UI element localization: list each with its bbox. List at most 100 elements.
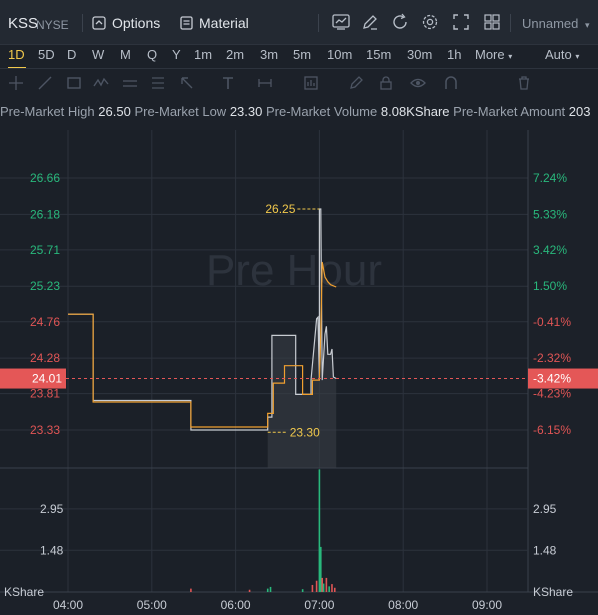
options-label: Options (112, 15, 161, 31)
percent-tick-label: 7.24% (533, 171, 567, 185)
plot-area (0, 130, 528, 592)
settings-gear-icon[interactable] (420, 12, 440, 32)
volume-bar (269, 586, 272, 592)
price-tick-label: 25.23 (30, 279, 60, 293)
pm-volume-label: Pre-Market Volume (265, 104, 378, 119)
measure-tool-icon[interactable] (257, 75, 273, 91)
timeframe-30m[interactable]: 30m (407, 47, 433, 62)
auto-scale-button[interactable]: Auto ▾ (545, 47, 579, 62)
price-tick-label: 26.66 (30, 171, 60, 185)
volume-tick-label: 2.95 (40, 502, 64, 516)
options-icon (92, 16, 106, 30)
options-button[interactable]: Options (92, 14, 160, 32)
volume-bar (248, 589, 251, 592)
drawing-tools-bar (0, 70, 598, 96)
top-toolbar: KSS NYSE Options Material Unnamed ▾ (0, 0, 598, 45)
volume-bar (266, 588, 269, 592)
low-annotation-label: 23.30 (290, 425, 320, 439)
chart-type-icon[interactable] (331, 12, 351, 32)
percent-tick-label: -0.41% (533, 315, 571, 329)
time-tick-label: 05:00 (137, 598, 167, 612)
pm-amount-value: 203 (568, 104, 591, 119)
layout-label: Unnamed (522, 16, 579, 31)
line-tool-icon[interactable] (37, 75, 53, 91)
volume-tick-label-right: 2.95 (533, 502, 557, 516)
price-tick-label: 25.71 (30, 243, 60, 257)
fib-tool-icon[interactable] (150, 75, 166, 91)
timeframe-1m[interactable]: 1m (194, 47, 213, 62)
timeframe-15m[interactable]: 15m (366, 47, 392, 62)
lock-icon[interactable] (378, 75, 394, 91)
watermark-text: Pre Hour (206, 246, 382, 295)
volume-unit-label: KShare (4, 585, 44, 599)
symbol-label[interactable]: KSS (8, 15, 39, 32)
percent-tick-label: -2.32% (533, 351, 571, 365)
pm-low-value: 23.30 (229, 104, 263, 119)
auto-label: Auto (545, 47, 572, 62)
timeframe-1h[interactable]: 1h (447, 47, 462, 62)
percent-tick-label: -4.23% (533, 387, 571, 401)
volume-bar (331, 584, 333, 592)
timeframe-2m[interactable]: 2m (226, 47, 245, 62)
pm-high-label: Pre-Market High (0, 104, 95, 119)
material-button[interactable]: Material (180, 14, 249, 32)
indicator-tool-icon[interactable] (303, 75, 319, 91)
more-label: More (475, 47, 505, 62)
timeframe-5d[interactable]: 5D (38, 47, 55, 62)
layout-dropdown[interactable]: Unnamed ▾ (522, 16, 590, 31)
price-tick-label: 23.81 (30, 387, 60, 401)
text-tool-icon[interactable] (220, 75, 236, 91)
refresh-icon[interactable] (390, 12, 410, 32)
timeframe-d[interactable]: D (67, 47, 77, 62)
current-price-label: 24.01 (32, 372, 62, 386)
cursor-icon[interactable] (8, 75, 24, 91)
timeframe-5m[interactable]: 5m (293, 47, 312, 62)
rectangle-tool-icon[interactable] (66, 75, 82, 91)
price-chart[interactable]: Pre Hour 26.66 7.24% 26.18 5.33% 25.71 3.42% 25… (0, 124, 598, 615)
current-percent-label: -3.42% (533, 372, 571, 386)
volume-unit-label-right: KShare (533, 585, 573, 599)
timeframe-1d[interactable]: 1D (8, 47, 25, 62)
chevron-down-icon: ▾ (508, 52, 513, 61)
grid-layout-icon[interactable] (482, 12, 502, 32)
parallel-tool-icon[interactable] (122, 75, 138, 91)
eye-icon[interactable] (410, 75, 426, 91)
trash-icon[interactable] (516, 75, 532, 91)
timeframe-10m[interactable]: 10m (327, 47, 353, 62)
volume-tick-label: 1.48 (40, 543, 64, 557)
pm-volume-value: 8.08KShare (380, 104, 450, 119)
pencil-icon[interactable] (348, 75, 364, 91)
volume-bar (333, 587, 336, 592)
time-tick-label: 07:00 (304, 598, 334, 612)
timeframe-q[interactable]: Q (147, 47, 158, 62)
wave-tool-icon[interactable] (93, 75, 109, 91)
more-timeframes-button[interactable]: More ▾ (475, 47, 512, 62)
timeframe-w[interactable]: W (92, 47, 105, 62)
volume-bar (328, 586, 330, 592)
time-tick-label: 08:00 (388, 598, 418, 612)
volume-bar (322, 583, 325, 592)
toolbar-divider (318, 14, 319, 32)
chevron-down-icon: ▾ (585, 20, 590, 30)
timeframe-bar: 1D 5D D W M Q Y 1m 2m 3m 5m 10m 15m 30m 1h (0, 44, 598, 69)
arrow-tool-icon[interactable] (179, 75, 195, 91)
material-icon (180, 16, 193, 30)
material-label: Material (199, 15, 249, 31)
edit-icon[interactable] (360, 12, 380, 32)
chevron-down-icon: ▾ (575, 52, 580, 61)
timeframe-y[interactable]: Y (172, 47, 181, 62)
pm-high-value: 26.50 (98, 104, 131, 119)
price-tick-label: 24.28 (30, 351, 60, 365)
volume-bar (315, 580, 318, 592)
pm-low-label: Pre-Market Low (134, 104, 227, 119)
current-percent-tag (528, 368, 598, 389)
fullscreen-icon[interactable] (451, 12, 471, 32)
volume-bar (318, 469, 321, 592)
volume-bar (301, 589, 304, 592)
magnet-icon[interactable] (443, 75, 459, 91)
timeframe-3m[interactable]: 3m (260, 47, 279, 62)
percent-tick-label: 5.33% (533, 207, 567, 221)
series-line-price (68, 261, 337, 428)
time-tick-label: 06:00 (221, 598, 251, 612)
timeframe-m[interactable]: M (120, 47, 131, 62)
